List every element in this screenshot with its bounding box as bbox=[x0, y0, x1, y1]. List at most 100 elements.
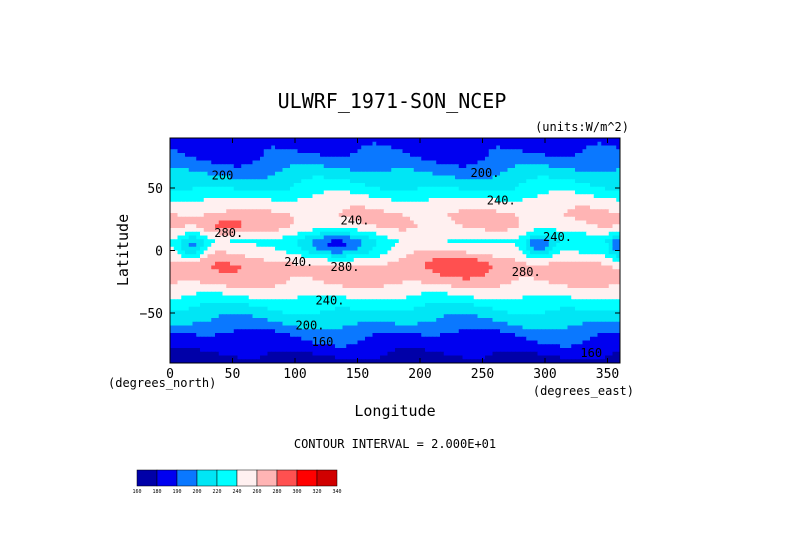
field-cell bbox=[593, 265, 599, 270]
field-cell bbox=[428, 265, 434, 270]
field-cell bbox=[188, 258, 194, 263]
field-cell bbox=[357, 168, 362, 173]
field-cell bbox=[593, 213, 599, 218]
field-cell bbox=[380, 235, 385, 240]
field-cell bbox=[402, 269, 407, 274]
field-cell bbox=[376, 186, 381, 192]
field-cell bbox=[612, 261, 617, 267]
field-cell bbox=[507, 213, 512, 218]
field-cell bbox=[455, 273, 460, 278]
field-cell bbox=[492, 276, 497, 282]
field-cell bbox=[263, 209, 269, 214]
field-cell bbox=[586, 273, 591, 278]
field-cell bbox=[488, 280, 494, 285]
field-cell bbox=[541, 164, 546, 169]
field-cell bbox=[597, 190, 602, 195]
field-cell bbox=[188, 141, 194, 147]
field-cell bbox=[473, 216, 479, 222]
field-cell bbox=[380, 145, 385, 150]
field-cell bbox=[215, 224, 220, 229]
field-cell bbox=[275, 149, 280, 154]
field-cell bbox=[500, 168, 505, 173]
field-cell bbox=[432, 156, 437, 162]
field-cell bbox=[271, 190, 276, 195]
field-cell bbox=[305, 261, 310, 267]
field-cell bbox=[522, 201, 527, 207]
field-cell bbox=[567, 228, 572, 233]
field-cell bbox=[537, 284, 542, 289]
field-cell bbox=[522, 145, 527, 150]
field-cell bbox=[466, 171, 471, 177]
field-cell bbox=[203, 239, 209, 244]
field-cell bbox=[185, 220, 190, 225]
field-cell bbox=[605, 194, 610, 199]
field-cell bbox=[185, 209, 190, 214]
field-cell bbox=[346, 269, 351, 274]
field-cell bbox=[233, 205, 239, 210]
field-cell bbox=[368, 160, 374, 165]
field-cell bbox=[293, 254, 299, 259]
field-cell bbox=[545, 276, 550, 282]
field-cell bbox=[608, 231, 614, 237]
field-cell bbox=[383, 141, 389, 147]
field-cell bbox=[556, 190, 561, 195]
field-cell bbox=[421, 228, 426, 233]
field-cell bbox=[616, 183, 620, 188]
field-cell bbox=[428, 250, 434, 255]
field-cell bbox=[432, 216, 437, 222]
field-cell bbox=[492, 201, 497, 207]
field-cell bbox=[447, 246, 452, 252]
field-cell bbox=[368, 239, 374, 244]
field-cell bbox=[196, 213, 201, 218]
field-cell bbox=[305, 149, 310, 154]
field-cell bbox=[323, 246, 329, 252]
field-cell bbox=[421, 220, 426, 225]
field-cell bbox=[350, 164, 355, 169]
field-cell bbox=[376, 273, 381, 278]
field-cell bbox=[608, 209, 614, 214]
field-cell bbox=[578, 265, 584, 270]
field-cell bbox=[290, 258, 295, 263]
field-cell bbox=[533, 145, 539, 150]
field-cell bbox=[271, 265, 276, 270]
field-cell bbox=[365, 265, 370, 270]
field-cell bbox=[413, 194, 419, 199]
field-cell bbox=[173, 179, 179, 184]
field-cell bbox=[301, 198, 306, 203]
field-cell bbox=[458, 246, 464, 252]
field-cell bbox=[481, 164, 486, 169]
field-cell bbox=[188, 261, 194, 267]
field-cell bbox=[560, 273, 565, 278]
field-cell bbox=[233, 235, 239, 240]
field-cell bbox=[443, 284, 449, 289]
field-cell bbox=[181, 250, 186, 255]
field-cell bbox=[473, 149, 479, 154]
field-cell bbox=[552, 168, 557, 173]
field-cell bbox=[545, 160, 550, 165]
field-cell bbox=[481, 171, 486, 177]
field-cell bbox=[282, 138, 287, 143]
field-cell bbox=[552, 239, 557, 244]
field-cell bbox=[203, 265, 209, 270]
field-cell bbox=[530, 141, 535, 147]
field-cell bbox=[481, 138, 486, 143]
field-cell bbox=[218, 171, 224, 177]
field-cell bbox=[492, 138, 497, 143]
field-cell bbox=[466, 149, 471, 154]
field-cell bbox=[458, 231, 464, 237]
field-cell bbox=[346, 276, 351, 282]
field-cell bbox=[181, 265, 186, 270]
field-cell bbox=[353, 183, 359, 188]
field-cell bbox=[320, 231, 325, 237]
field-cell bbox=[413, 220, 419, 225]
field-cell bbox=[406, 160, 411, 165]
field-cell bbox=[398, 179, 404, 184]
field-cell bbox=[503, 243, 509, 248]
field-cell bbox=[473, 205, 479, 210]
field-cell bbox=[447, 141, 452, 147]
field-cell bbox=[342, 201, 347, 207]
field-cell bbox=[511, 190, 516, 195]
field-cell bbox=[335, 216, 340, 222]
field-cell bbox=[582, 276, 587, 282]
field-cell bbox=[612, 168, 617, 173]
